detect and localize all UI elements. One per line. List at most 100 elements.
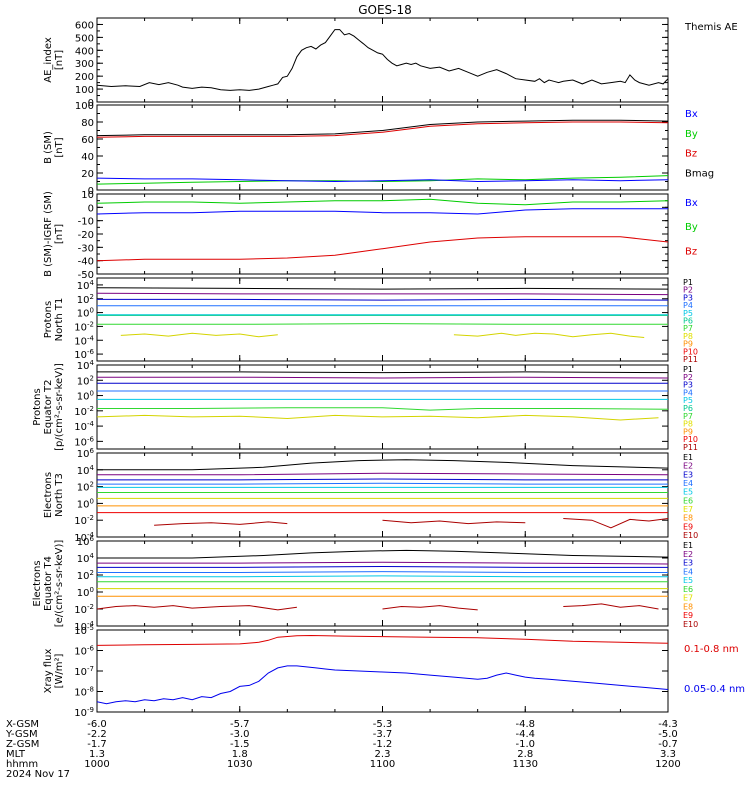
series-line-themis-ae <box>97 29 668 91</box>
y-tick-label: 100 <box>77 307 94 320</box>
y-tick-label: 10-2 <box>74 405 94 418</box>
series-line-e10b <box>382 605 478 611</box>
y-tick-label: -10 <box>78 217 94 228</box>
series-line-p6 <box>97 407 668 411</box>
series-line-bx <box>97 177 668 183</box>
legend-label: E5 <box>683 576 693 585</box>
y-tick-label: 600 <box>75 20 94 31</box>
legend-label: By <box>685 222 698 233</box>
y-tick-label: 100 <box>77 497 94 510</box>
series-line-p7 <box>97 323 668 325</box>
y-tick-label: 60 <box>81 135 94 146</box>
series-group <box>97 198 668 262</box>
x-row-value: -0.7 <box>658 739 678 750</box>
series-line-0-1-0-8-nm <box>97 634 668 646</box>
legend-label: E6 <box>683 496 693 505</box>
panel-xray: 10-9 10-8 10-7 10-6 10-5 Xray flux [W/m²] 0.1-0… <box>43 624 745 719</box>
x-row-label: Z-GSM <box>6 739 39 750</box>
legend-label: E1 <box>683 541 693 550</box>
legend-label: P6 <box>683 404 693 413</box>
legend-label: P4 <box>683 301 693 310</box>
y-tick-label: 100 <box>77 586 94 599</box>
y-tick-label: 104 <box>77 279 95 292</box>
panel-bigrf: -50 -40 -30 -20 -10 0 10 B (SM)-IGRF (SM) [nT] Bx… <box>43 190 698 281</box>
y-axis-label: North T1 <box>54 298 65 342</box>
y-axis-label: AE_index <box>43 37 54 83</box>
y-tick-label: 400 <box>75 46 94 57</box>
panel-frame <box>96 104 669 191</box>
legend-label: Bz <box>685 246 697 257</box>
legend-label: E7 <box>683 505 693 514</box>
series-group <box>97 459 668 529</box>
series-line-by <box>97 198 668 206</box>
series-line-e3 <box>97 478 668 481</box>
series-line-p1 <box>97 371 668 374</box>
legend-label: P2 <box>683 286 693 295</box>
series-line-e10c <box>563 603 659 610</box>
legend-label: P8 <box>683 332 693 341</box>
legend-label: P3 <box>683 381 693 390</box>
y-tick-label: 10-4 <box>74 620 94 633</box>
series-group <box>97 371 668 421</box>
panel-frame <box>96 17 669 103</box>
series-line-e10b <box>382 519 526 525</box>
x-row-value: -4.4 <box>515 729 535 740</box>
series-line-p2 <box>97 292 668 296</box>
x-row-value: -5.3 <box>373 719 393 730</box>
y-tick-label: 20 <box>81 169 94 180</box>
x-row-value: 1200 <box>655 759 680 770</box>
series-line-e10c <box>563 518 668 529</box>
y-tick-label: 10-6 <box>74 435 94 448</box>
y-tick-label: 10-6 <box>74 645 94 658</box>
legend-label: E4 <box>683 567 693 576</box>
series-group <box>97 119 668 185</box>
y-axis-label: [nT] <box>54 224 65 244</box>
legend-label: P1 <box>683 365 693 374</box>
series-group <box>97 287 668 338</box>
legend-label: Bmag <box>685 168 714 179</box>
series-line-p8b <box>453 332 645 338</box>
legend-label: E1 <box>683 453 693 462</box>
x-row-value: -1.7 <box>87 739 107 750</box>
y-tick-label: 200 <box>75 72 94 83</box>
legend-label: P1 <box>683 278 693 287</box>
legend-label: E2 <box>683 462 693 471</box>
legend-label: E3 <box>683 559 693 568</box>
y-tick-label: -20 <box>78 230 94 241</box>
panel-pt2: 10-6 10-4 10-2 100 102 104 Protons Equator T2 [p… <box>32 359 698 452</box>
x-row-value: -6.0 <box>87 719 107 730</box>
plot-title: GOES-18 <box>358 3 412 17</box>
legend-label: P11 <box>683 355 698 364</box>
y-tick-label: 100 <box>77 390 94 403</box>
x-row-label: Y-GSM <box>5 729 38 740</box>
legend-label: P5 <box>683 396 693 405</box>
x-row-value: 2.3 <box>375 749 391 760</box>
y-axis-label: Equator T2 <box>43 380 54 435</box>
panel-bsm: 0 20 40 60 80 100 B (SM) [nT] Bx By Bz Bmag <box>43 101 714 197</box>
y-tick-label: 100 <box>75 85 94 96</box>
legend-label: P10 <box>683 347 698 356</box>
y-tick-label: 500 <box>75 33 94 44</box>
y-axis-label: B (SM)-IGRF (SM) <box>43 191 54 277</box>
legend-label: P7 <box>683 324 693 333</box>
x-row-label: X-GSM <box>6 719 39 730</box>
series-line-bz <box>97 236 668 262</box>
legend-label: Bx <box>685 198 698 209</box>
x-row-value: 3.3 <box>660 749 676 760</box>
panel-frame <box>96 193 669 275</box>
y-tick-label: 102 <box>77 293 94 306</box>
series-line-e5 <box>97 575 668 578</box>
y-axis-label: [nT] <box>54 137 65 157</box>
y-tick-label: 10-4 <box>74 531 94 544</box>
series-line-e3 <box>97 565 668 568</box>
y-tick-label: 10-2 <box>74 320 94 333</box>
legend-label: E5 <box>683 488 693 497</box>
legend-label: E3 <box>683 470 693 479</box>
y-axis-label: [W/m²] <box>54 653 65 688</box>
x-row-label: MLT <box>6 749 26 760</box>
y-tick-label: 10 <box>81 190 94 201</box>
legend-label: E4 <box>683 479 693 488</box>
series-line-e4 <box>97 571 668 573</box>
